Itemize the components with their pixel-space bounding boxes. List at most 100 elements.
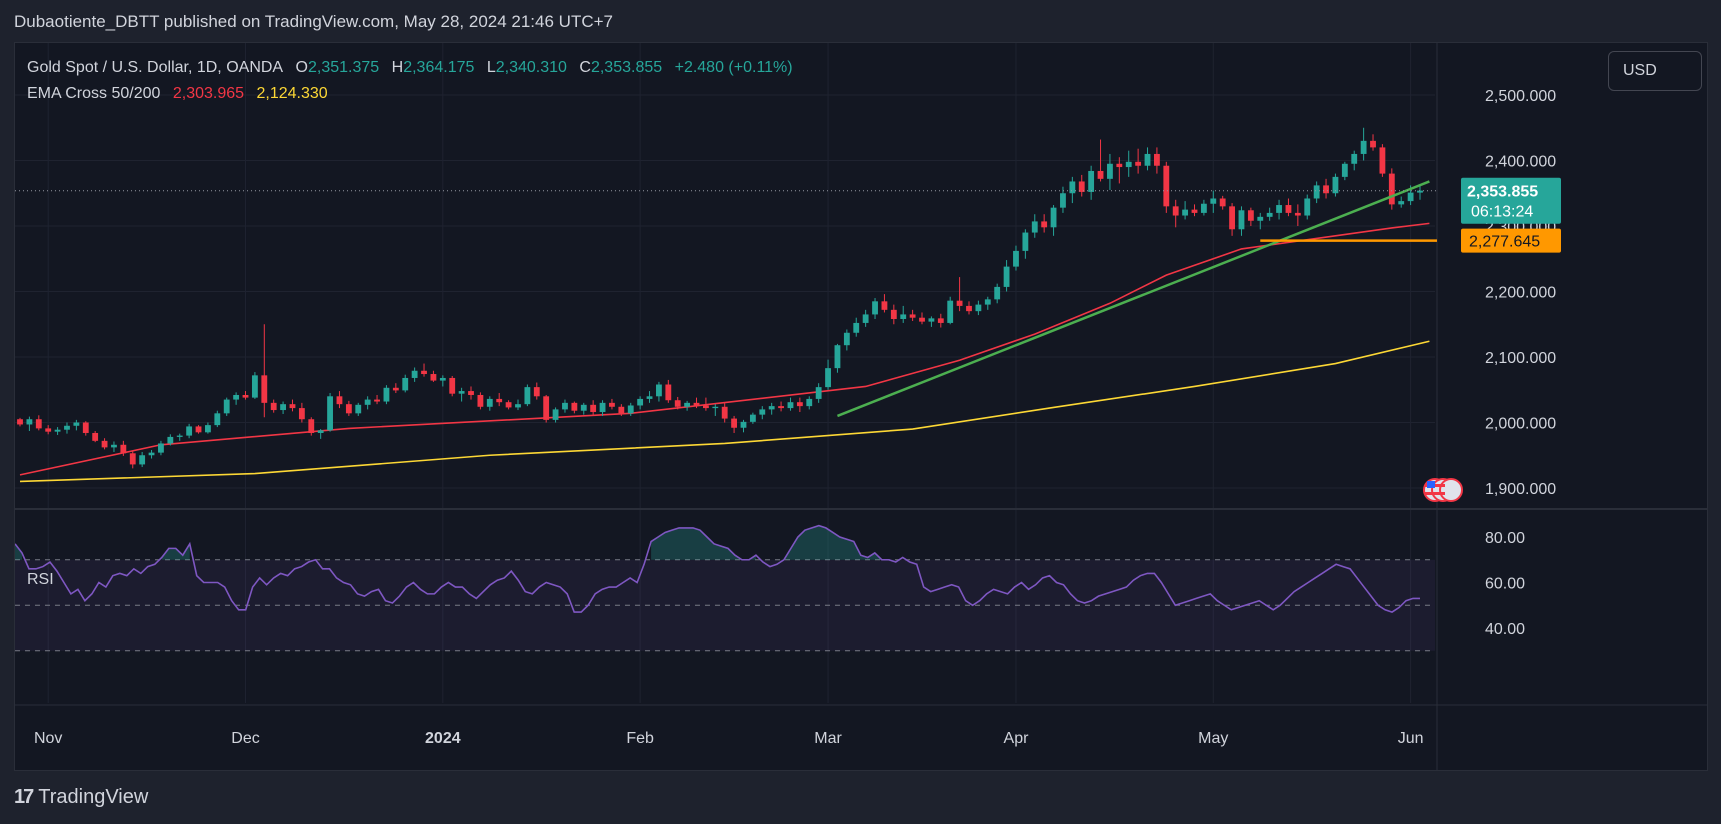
- candle-body: [468, 391, 474, 395]
- candle-body: [1097, 170, 1104, 179]
- candle-body: [787, 402, 794, 409]
- candle-body: [1182, 209, 1189, 216]
- tradingview-logo-icon: 17: [14, 786, 34, 808]
- last-price-tag: [1461, 177, 1561, 224]
- candle-body: [158, 443, 164, 453]
- us-flag-icon: [1439, 478, 1463, 502]
- candle-body: [975, 304, 982, 312]
- candle-body: [35, 419, 42, 429]
- time-tick-label: Dec: [231, 730, 259, 747]
- candle-body: [693, 402, 700, 406]
- candle-body: [1013, 250, 1019, 267]
- candle-body: [806, 398, 813, 407]
- candle-body: [439, 377, 446, 381]
- candle-body: [656, 384, 662, 397]
- candle-body: [64, 425, 70, 430]
- candle-body: [1135, 161, 1142, 166]
- candle-body: [637, 398, 644, 406]
- last-price-value: 2,353.855: [1467, 184, 1538, 201]
- candle-body: [1388, 173, 1395, 205]
- candle-body: [1191, 209, 1198, 213]
- ohlc-row: Gold Spot / U.S. Dollar, 1D, OANDA O2,35…: [27, 55, 793, 81]
- candle-body: [17, 419, 23, 425]
- candle-body: [684, 402, 691, 407]
- candle-body: [1200, 203, 1207, 213]
- candle-body: [355, 404, 362, 414]
- rsi-overbought-fill: [651, 527, 756, 560]
- candle-body: [759, 409, 766, 415]
- candle-body: [1313, 185, 1320, 199]
- candle-body: [580, 404, 587, 411]
- candle-body: [251, 375, 258, 398]
- us-flag-canton-icon: [1427, 481, 1435, 488]
- time-tick-label: Jun: [1398, 730, 1424, 747]
- candle-body: [82, 422, 89, 433]
- candle-body: [26, 419, 33, 425]
- ema-label[interactable]: EMA Cross 50/200: [27, 85, 161, 102]
- price-tick-label: 1,900.000: [1485, 481, 1556, 498]
- time-tick-label: Nov: [34, 730, 62, 747]
- candle-body: [543, 396, 550, 420]
- price-tick-label: 2,200.000: [1485, 285, 1556, 302]
- candle-body: [233, 394, 240, 400]
- candle-body: [1060, 193, 1066, 208]
- candle-body: [919, 317, 925, 322]
- footer-brand[interactable]: 17 TradingView: [14, 786, 148, 809]
- ema50-line: [19, 222, 1430, 476]
- candle-body: [214, 413, 221, 426]
- candle-body: [1229, 206, 1235, 230]
- rsi-tick-label: 60.00: [1485, 576, 1525, 593]
- candle-body: [768, 406, 775, 410]
- candle-body: [449, 377, 456, 394]
- publisher-line: Dubaotiente_DBTT published on TradingVie…: [14, 12, 613, 31]
- candle-body: [599, 402, 606, 413]
- candle-body: [731, 418, 738, 428]
- candle-body: [1304, 198, 1311, 216]
- candle-body: [167, 436, 174, 444]
- candle-body: [1341, 163, 1348, 177]
- candle-body: [336, 396, 343, 405]
- time-tick-label: May: [1198, 730, 1228, 747]
- candle-body: [195, 426, 202, 433]
- candle-body: [712, 406, 719, 409]
- candle-body: [1210, 198, 1217, 204]
- candle-body: [928, 318, 935, 322]
- change-value: +2.480 (+0.11%): [674, 59, 793, 76]
- rsi-line: [15, 524, 1420, 613]
- candle-body: [176, 435, 183, 437]
- us-flag-stripe-icon: [1425, 492, 1445, 495]
- candle-body: [505, 402, 512, 408]
- candle-body: [73, 422, 80, 426]
- candle-body: [477, 394, 484, 407]
- candle-body: [778, 406, 784, 409]
- ema-row: EMA Cross 50/200 2,303.965 2,124.330: [27, 81, 793, 107]
- open-value: 2,351.375: [308, 59, 380, 76]
- candle-body: [1219, 198, 1226, 207]
- rsi-label[interactable]: RSI: [27, 571, 54, 588]
- level-tag-value: 2,277.645: [1469, 234, 1540, 251]
- candle-body: [486, 398, 493, 407]
- candle-body: [1144, 153, 1151, 166]
- candle-body: [1247, 210, 1254, 221]
- candle-body: [129, 453, 136, 465]
- candle-body: [1125, 161, 1132, 168]
- candle-body: [92, 432, 99, 441]
- candle-body: [298, 408, 305, 420]
- trendline: [836, 180, 1430, 418]
- candle-body: [956, 300, 963, 306]
- chart-frame[interactable]: 1,900.000 2,000.000 2,100.000 2,200.000 2,30…: [14, 42, 1708, 771]
- candle-body: [1003, 266, 1010, 287]
- candle-body: [862, 314, 869, 323]
- candle-body: [1276, 205, 1282, 213]
- time-tick-label: 2024: [425, 730, 461, 747]
- price-chart[interactable]: 1,900.000 2,000.000 2,100.000 2,200.000 2,30…: [15, 43, 1708, 771]
- candle-body: [148, 452, 155, 456]
- symbol-name[interactable]: Gold Spot / U.S. Dollar, 1D, OANDA: [27, 59, 284, 76]
- candle-body: [571, 402, 578, 411]
- candle-body: [524, 387, 531, 405]
- candle-body: [1323, 185, 1329, 194]
- currency-button[interactable]: USD: [1608, 51, 1702, 91]
- candle-body: [280, 404, 286, 411]
- candle-body: [515, 404, 521, 408]
- candle-body: [1022, 232, 1029, 251]
